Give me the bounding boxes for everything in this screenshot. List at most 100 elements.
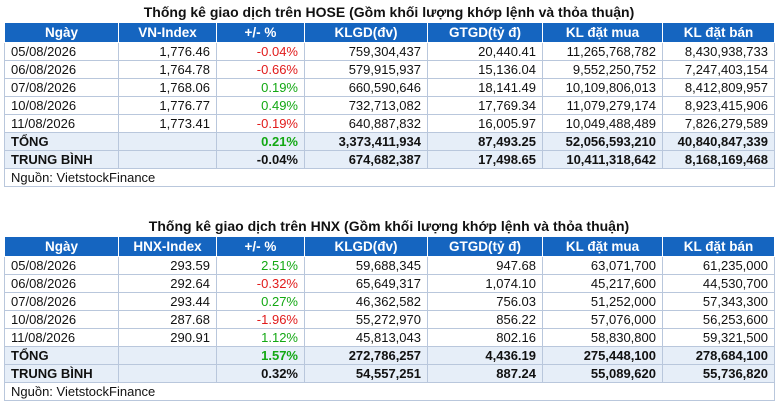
hnx-stats-block: Thống kê giao dịch trên HNX (Gồm khối lư… — [4, 216, 775, 401]
col-header-index: HNX-Index — [118, 236, 217, 257]
total-buy-orders: 52,056,593,210 — [542, 132, 663, 151]
cell-volume: 55,272,970 — [304, 310, 428, 329]
total-buy-orders: 275,448,100 — [542, 346, 663, 365]
cell-value: 20,440.41 — [427, 42, 543, 61]
table-header-row: Ngày VN-Index +/- % KLGD(đv) GTGD(tỷ đ) … — [4, 22, 775, 43]
table-row: 05/08/2026 1,776.46 -0.04% 759,304,437 2… — [4, 42, 775, 61]
cell-sell-orders: 8,412,809,957 — [662, 78, 775, 97]
cell-date: 06/08/2026 — [4, 60, 119, 79]
col-header-volume: KLGD(đv) — [304, 236, 428, 257]
col-header-change: +/- % — [216, 22, 305, 43]
cell-sell-orders: 7,826,279,589 — [662, 114, 775, 133]
cell-sell-orders: 8,923,415,906 — [662, 96, 775, 115]
cell-volume: 640,887,832 — [304, 114, 428, 133]
cell-sell-orders: 61,235,000 — [662, 256, 775, 275]
col-header-date: Ngày — [4, 236, 119, 257]
cell-date: 05/08/2026 — [4, 256, 119, 275]
total-index — [118, 346, 217, 365]
table-header-row: Ngày HNX-Index +/- % KLGD(đv) GTGD(tỷ đ)… — [4, 236, 775, 257]
cell-change: -0.32% — [216, 274, 305, 293]
cell-date: 10/08/2026 — [4, 310, 119, 329]
hnx-table-title: Thống kê giao dịch trên HNX (Gồm khối lư… — [148, 218, 630, 234]
total-sell-orders: 40,840,847,339 — [662, 132, 775, 151]
cell-index: 293.59 — [118, 256, 217, 275]
cell-change: 1.12% — [216, 328, 305, 347]
cell-volume: 759,304,437 — [304, 42, 428, 61]
cell-index: 293.44 — [118, 292, 217, 311]
col-header-sell-orders: KL đặt bán — [662, 22, 775, 43]
total-index — [118, 132, 217, 151]
cell-buy-orders: 10,109,806,013 — [542, 78, 663, 97]
source-note: Nguồn: VietstockFinance — [4, 168, 775, 187]
total-row: TỔNG 1.57% 272,786,257 4,436.19 275,448,… — [4, 346, 775, 365]
total-change: 0.21% — [216, 132, 305, 151]
average-sell-orders: 55,736,820 — [662, 364, 775, 383]
average-sell-orders: 8,168,169,468 — [662, 150, 775, 169]
cell-volume: 579,915,937 — [304, 60, 428, 79]
cell-index: 287.68 — [118, 310, 217, 329]
hose-table-title: Thống kê giao dịch trên HOSE (Gồm khối l… — [143, 4, 635, 20]
cell-index: 290.91 — [118, 328, 217, 347]
cell-date: 05/08/2026 — [4, 42, 119, 61]
col-header-date: Ngày — [4, 22, 119, 43]
average-change: -0.04% — [216, 150, 305, 169]
col-header-value: GTGD(tỷ đ) — [427, 22, 543, 43]
average-row: TRUNG BÌNH -0.04% 674,682,387 17,498.65 … — [4, 150, 775, 169]
cell-volume: 732,713,082 — [304, 96, 428, 115]
average-buy-orders: 10,411,318,642 — [542, 150, 663, 169]
average-index — [118, 364, 217, 383]
cell-change: -0.66% — [216, 60, 305, 79]
cell-index: 1,773.41 — [118, 114, 217, 133]
table-row: 10/08/2026 287.68 -1.96% 55,272,970 856.… — [4, 310, 775, 329]
table-row: 07/08/2026 293.44 0.27% 46,362,582 756.0… — [4, 292, 775, 311]
cell-change: 0.49% — [216, 96, 305, 115]
cell-date: 06/08/2026 — [4, 274, 119, 293]
cell-volume: 45,813,043 — [304, 328, 428, 347]
cell-date: 11/08/2026 — [4, 328, 119, 347]
average-value: 17,498.65 — [427, 150, 543, 169]
total-value: 4,436.19 — [427, 346, 543, 365]
average-change: 0.32% — [216, 364, 305, 383]
cell-value: 802.16 — [427, 328, 543, 347]
cell-index: 292.64 — [118, 274, 217, 293]
cell-buy-orders: 11,265,768,782 — [542, 42, 663, 61]
cell-date: 11/08/2026 — [4, 114, 119, 133]
cell-buy-orders: 57,076,000 — [542, 310, 663, 329]
cell-change: -0.04% — [216, 42, 305, 61]
total-value: 87,493.25 — [427, 132, 543, 151]
average-buy-orders: 55,089,620 — [542, 364, 663, 383]
total-sell-orders: 278,684,100 — [662, 346, 775, 365]
cell-sell-orders: 57,343,300 — [662, 292, 775, 311]
hnx-stats-table: Ngày HNX-Index +/- % KLGD(đv) GTGD(tỷ đ)… — [4, 236, 775, 401]
cell-change: 0.27% — [216, 292, 305, 311]
cell-value: 18,141.49 — [427, 78, 543, 97]
source-row: Nguồn: VietstockFinance — [4, 168, 775, 187]
average-row: TRUNG BÌNH 0.32% 54,557,251 887.24 55,08… — [4, 364, 775, 383]
source-note: Nguồn: VietstockFinance — [4, 382, 775, 401]
cell-sell-orders: 7,247,403,154 — [662, 60, 775, 79]
cell-value: 1,074.10 — [427, 274, 543, 293]
cell-buy-orders: 9,552,250,752 — [542, 60, 663, 79]
cell-buy-orders: 10,049,488,489 — [542, 114, 663, 133]
cell-index: 1,776.77 — [118, 96, 217, 115]
total-label: TỔNG — [4, 346, 119, 365]
cell-value: 947.68 — [427, 256, 543, 275]
cell-buy-orders: 45,217,600 — [542, 274, 663, 293]
table-row: 06/08/2026 1,764.78 -0.66% 579,915,937 1… — [4, 60, 775, 79]
cell-date: 10/08/2026 — [4, 96, 119, 115]
table-row: 06/08/2026 292.64 -0.32% 65,649,317 1,07… — [4, 274, 775, 293]
cell-index: 1,768.06 — [118, 78, 217, 97]
average-index — [118, 150, 217, 169]
cell-volume: 660,590,646 — [304, 78, 428, 97]
total-volume: 3,373,411,934 — [304, 132, 428, 151]
col-header-change: +/- % — [216, 236, 305, 257]
cell-change: 2.51% — [216, 256, 305, 275]
cell-buy-orders: 58,830,800 — [542, 328, 663, 347]
col-header-index: VN-Index — [118, 22, 217, 43]
cell-value: 856.22 — [427, 310, 543, 329]
cell-value: 756.03 — [427, 292, 543, 311]
total-label: TỔNG — [4, 132, 119, 151]
col-header-buy-orders: KL đặt mua — [542, 22, 663, 43]
table-row: 05/08/2026 293.59 2.51% 59,688,345 947.6… — [4, 256, 775, 275]
table-row: 10/08/2026 1,776.77 0.49% 732,713,082 17… — [4, 96, 775, 115]
